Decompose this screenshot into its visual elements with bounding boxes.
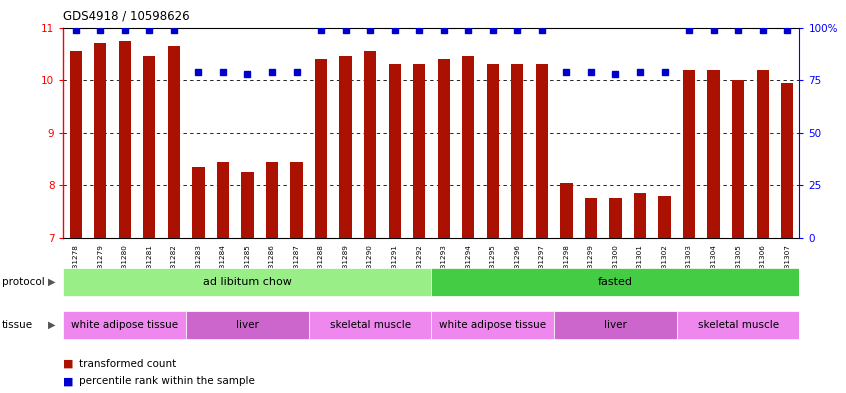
Text: liver: liver: [604, 320, 627, 330]
Bar: [536, 64, 548, 238]
Bar: [756, 70, 769, 238]
Bar: [290, 162, 303, 238]
Bar: [486, 64, 499, 238]
Bar: [364, 51, 376, 238]
Text: skeletal muscle: skeletal muscle: [698, 320, 778, 330]
Text: ad libitum chow: ad libitum chow: [203, 277, 292, 287]
Bar: [413, 64, 426, 238]
Bar: [677, 311, 799, 339]
Text: percentile rank within the sample: percentile rank within the sample: [79, 376, 255, 386]
Bar: [462, 57, 475, 238]
Bar: [309, 311, 431, 339]
Text: white adipose tissue: white adipose tissue: [71, 320, 179, 330]
Bar: [186, 311, 309, 339]
Text: tissue: tissue: [2, 320, 33, 330]
Text: white adipose tissue: white adipose tissue: [439, 320, 547, 330]
Bar: [634, 193, 646, 238]
Bar: [707, 70, 720, 238]
Text: ▶: ▶: [48, 320, 56, 330]
Bar: [63, 311, 186, 339]
Bar: [511, 64, 524, 238]
Text: protocol: protocol: [2, 277, 45, 287]
Bar: [554, 311, 677, 339]
Text: ▶: ▶: [48, 277, 56, 287]
Bar: [94, 43, 107, 238]
Bar: [560, 183, 573, 238]
Bar: [266, 162, 278, 238]
Bar: [241, 172, 254, 238]
Bar: [437, 59, 450, 238]
Bar: [315, 59, 327, 238]
Bar: [781, 83, 794, 238]
Text: GDS4918 / 10598626: GDS4918 / 10598626: [63, 10, 190, 23]
Bar: [388, 64, 401, 238]
Bar: [192, 167, 205, 238]
Bar: [431, 268, 799, 296]
Text: ■: ■: [63, 358, 74, 369]
Bar: [143, 57, 156, 238]
Bar: [118, 40, 131, 238]
Text: ■: ■: [63, 376, 74, 386]
Bar: [339, 57, 352, 238]
Text: skeletal muscle: skeletal muscle: [330, 320, 410, 330]
Bar: [658, 196, 671, 238]
Bar: [585, 198, 597, 238]
Bar: [69, 51, 82, 238]
Text: fasted: fasted: [598, 277, 633, 287]
Bar: [168, 46, 180, 238]
Text: transformed count: transformed count: [79, 358, 176, 369]
Bar: [609, 198, 622, 238]
Bar: [217, 162, 229, 238]
Bar: [732, 80, 744, 238]
Bar: [63, 268, 431, 296]
Text: liver: liver: [236, 320, 259, 330]
Bar: [431, 311, 554, 339]
Bar: [683, 70, 695, 238]
